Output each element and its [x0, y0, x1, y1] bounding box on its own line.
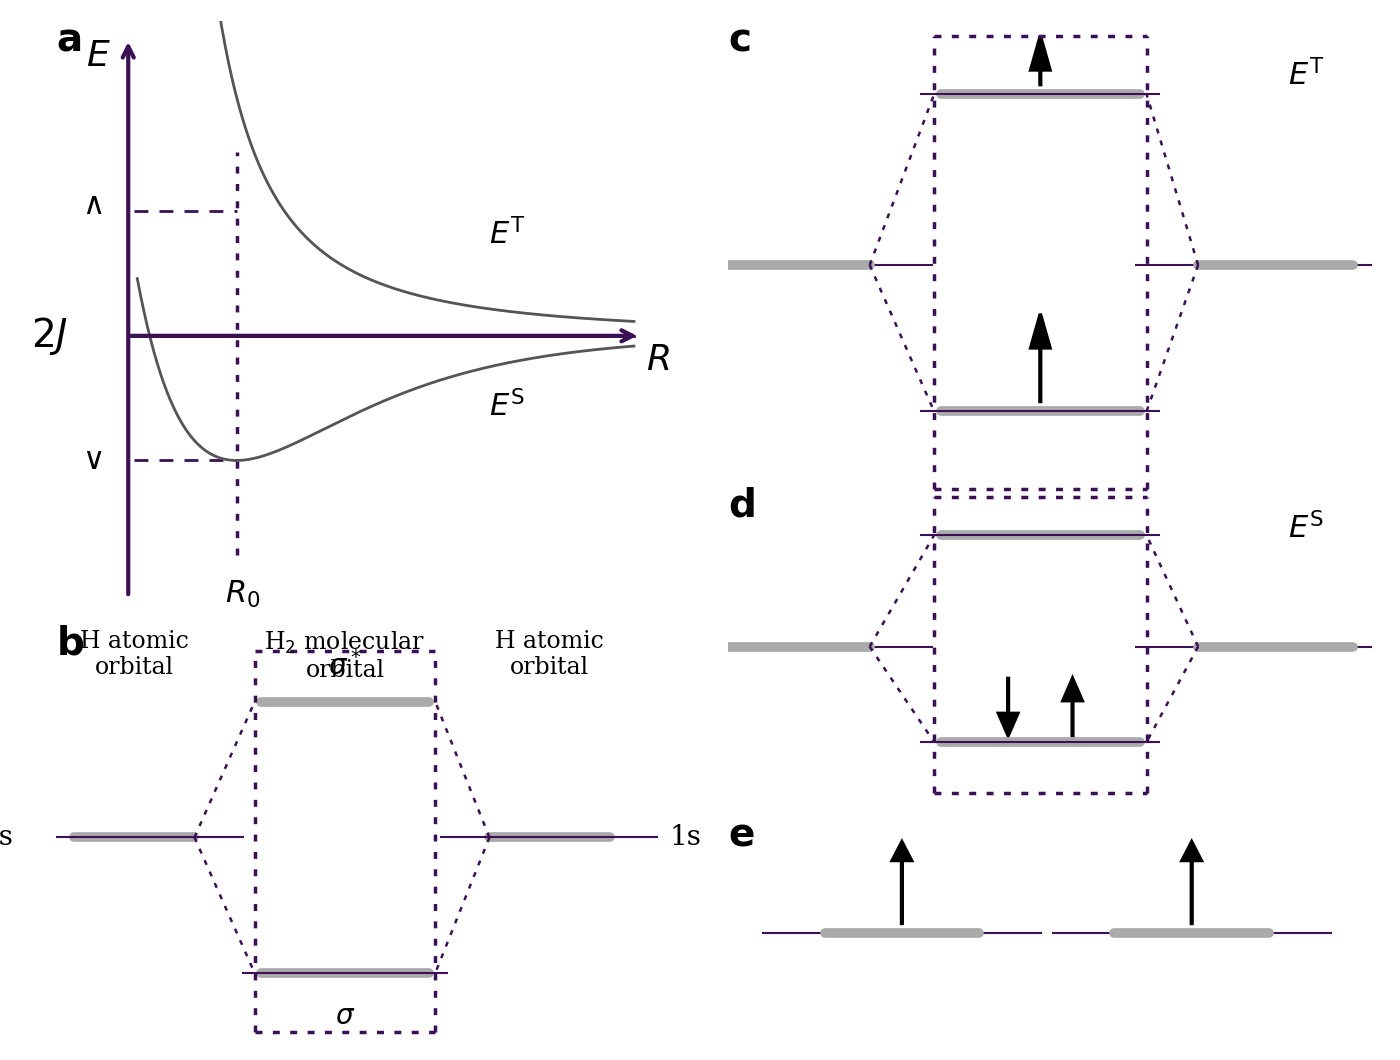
Text: 1s: 1s [0, 824, 14, 851]
Text: $\mathbf{c}$: $\mathbf{c}$ [728, 21, 750, 58]
Text: H$_2$ molecular
orbital: H$_2$ molecular orbital [265, 630, 426, 683]
FancyArrow shape [1030, 314, 1050, 402]
Text: $\vee$: $\vee$ [83, 446, 102, 475]
Text: $\mathbf{d}$: $\mathbf{d}$ [728, 488, 755, 525]
Text: $\wedge$: $\wedge$ [83, 191, 102, 219]
Text: $R$: $R$ [645, 342, 669, 376]
Text: $E^{\mathrm{T}}$: $E^{\mathrm{T}}$ [490, 218, 526, 251]
Text: $\mathbf{a}$: $\mathbf{a}$ [56, 21, 81, 58]
Text: H atomic
orbital: H atomic orbital [496, 630, 603, 679]
Text: $E^{\mathrm{S}}$: $E^{\mathrm{S}}$ [490, 391, 525, 423]
FancyArrow shape [998, 678, 1018, 736]
FancyArrow shape [1030, 36, 1050, 85]
Text: $E$: $E$ [85, 39, 111, 73]
Text: $\mathbf{b}$: $\mathbf{b}$ [56, 625, 84, 662]
Text: $R_0$: $R_0$ [225, 579, 260, 611]
Text: $\sigma$: $\sigma$ [335, 1003, 356, 1029]
Text: $\sigma^*$: $\sigma^*$ [328, 651, 363, 681]
Text: H atomic
orbital: H atomic orbital [80, 630, 189, 679]
Text: $2J$: $2J$ [31, 315, 69, 357]
Text: $E^{\mathrm{T}}$: $E^{\mathrm{T}}$ [1288, 60, 1324, 92]
Text: $E^{\mathrm{S}}$: $E^{\mathrm{S}}$ [1288, 513, 1324, 546]
Text: $\mathbf{e}$: $\mathbf{e}$ [728, 816, 755, 853]
FancyArrow shape [1063, 678, 1082, 736]
FancyArrow shape [1182, 842, 1201, 923]
Text: 1s: 1s [671, 824, 701, 851]
FancyArrow shape [892, 842, 911, 923]
